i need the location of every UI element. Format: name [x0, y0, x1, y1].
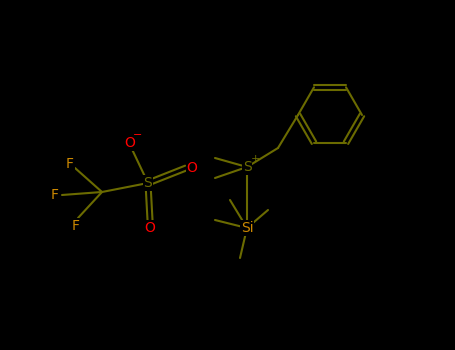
- Text: −: −: [133, 130, 143, 140]
- Text: F: F: [51, 188, 59, 202]
- Text: S: S: [144, 176, 152, 190]
- Text: F: F: [72, 219, 80, 233]
- Text: O: O: [187, 161, 197, 175]
- Text: F: F: [66, 157, 74, 171]
- Text: O: O: [125, 136, 136, 150]
- Text: S: S: [243, 160, 251, 174]
- Text: O: O: [145, 221, 156, 235]
- Text: Si: Si: [241, 221, 253, 235]
- Text: +: +: [250, 154, 260, 164]
